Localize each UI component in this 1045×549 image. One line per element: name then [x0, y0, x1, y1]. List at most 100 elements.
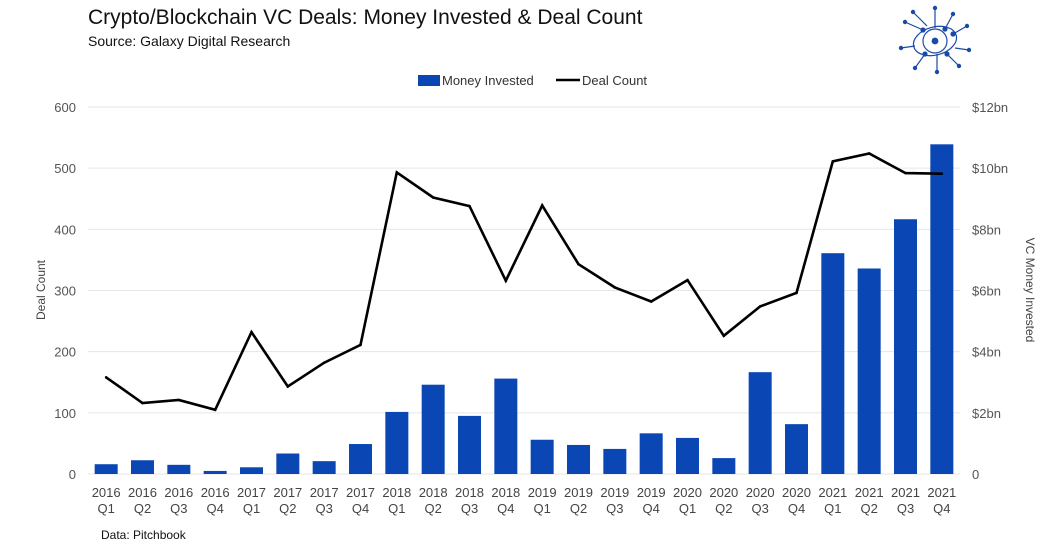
network-globe-logo-icon — [898, 5, 972, 75]
category-year-label: 2016 — [164, 485, 193, 500]
point-deal-count — [213, 408, 217, 412]
category-year-label: 2019 — [528, 485, 557, 500]
bar-money-invested[interactable] — [894, 219, 917, 474]
category-year-label: 2020 — [746, 485, 775, 500]
category-year-label: 2017 — [273, 485, 302, 500]
left-axis-ticks: 0 100 200 300 400 500 600 — [54, 100, 76, 482]
left-tick-label: 300 — [54, 284, 76, 299]
category-quarter-label: Q1 — [388, 501, 405, 516]
left-tick-label: 600 — [54, 100, 76, 115]
point-deal-count — [758, 305, 762, 308]
left-tick-label: 100 — [54, 406, 76, 421]
point-deal-count — [831, 160, 835, 163]
point-deal-count — [722, 334, 726, 338]
bar-money-invested[interactable] — [821, 253, 845, 474]
right-axis-title: VC Money Invested — [1023, 238, 1037, 343]
point-deal-count — [613, 286, 617, 289]
category-quarter-label: Q3 — [315, 501, 332, 516]
category-year-label: 2019 — [637, 485, 666, 500]
category-year-label: 2016 — [128, 485, 157, 500]
category-year-label: 2016 — [92, 485, 121, 500]
point-deal-count — [468, 204, 471, 208]
category-quarter-label: Q3 — [897, 501, 914, 516]
category-year-label: 2017 — [346, 485, 375, 500]
bar-money-invested[interactable] — [385, 411, 409, 474]
point-deal-count — [431, 196, 435, 199]
point-deal-count — [577, 262, 580, 266]
category-quarter-label: Q1 — [243, 501, 260, 516]
category-quarter-label: Q2 — [279, 501, 296, 516]
bar-money-invested[interactable] — [240, 467, 263, 474]
bar-money-invested[interactable] — [494, 378, 518, 474]
category-quarter-label: Q4 — [933, 501, 950, 516]
category-year-label: 2016 — [201, 485, 230, 500]
bar-money-invested[interactable] — [458, 415, 481, 474]
legend[interactable]: Money Invested Deal Count — [418, 73, 647, 88]
bar-money-invested[interactable] — [276, 453, 300, 474]
bar-money-invested[interactable] — [94, 464, 118, 474]
bar-money-invested[interactable] — [421, 384, 445, 474]
category-year-label: 2019 — [600, 485, 629, 500]
point-deal-count — [867, 152, 871, 155]
category-quarter-label: Q1 — [679, 501, 696, 516]
bar-money-invested[interactable] — [639, 433, 663, 474]
bar-money-invested[interactable] — [167, 464, 191, 474]
bar-money-invested[interactable] — [785, 424, 808, 474]
money-invested-bars — [94, 144, 954, 475]
right-tick-label: 0 — [972, 467, 979, 482]
category-quarter-label: Q1 — [97, 501, 114, 516]
bar-money-invested[interactable] — [603, 448, 627, 474]
point-deal-count — [795, 291, 798, 295]
category-quarter-label: Q4 — [497, 501, 514, 516]
category-year-label: 2017 — [310, 485, 339, 500]
bar-money-invested[interactable] — [748, 372, 772, 474]
category-quarter-label: Q3 — [606, 501, 623, 516]
point-deal-count — [104, 376, 108, 379]
left-tick-label: 500 — [54, 161, 76, 176]
bar-money-invested[interactable] — [930, 144, 954, 475]
left-axis-title: Deal Count — [34, 259, 48, 320]
right-tick-label: $6bn — [972, 284, 1001, 299]
category-year-label: 2021 — [891, 485, 920, 500]
right-tick-label: $12bn — [972, 100, 1008, 115]
category-year-label: 2018 — [455, 485, 484, 500]
point-deal-count — [286, 385, 290, 388]
chart-subtitle: Source: Galaxy Digital Research — [88, 33, 291, 49]
bar-money-invested[interactable] — [203, 470, 227, 474]
point-deal-count — [904, 171, 907, 175]
category-quarter-label: Q2 — [134, 501, 151, 516]
bar-money-invested[interactable] — [712, 458, 736, 474]
category-quarter-label: Q3 — [170, 501, 187, 516]
point-deal-count — [504, 279, 508, 283]
category-year-label: 2017 — [237, 485, 266, 500]
line-deal-count[interactable] — [105, 152, 942, 412]
right-tick-label: $8bn — [972, 222, 1001, 237]
category-year-label: 2020 — [673, 485, 702, 500]
point-deal-count — [940, 172, 944, 175]
point-deal-count — [177, 398, 181, 402]
bar-money-invested[interactable] — [567, 444, 590, 474]
bar-money-invested[interactable] — [857, 268, 881, 474]
bar-money-invested[interactable] — [530, 439, 554, 474]
category-quarter-label: Q1 — [533, 501, 550, 516]
bar-money-invested[interactable] — [349, 444, 372, 474]
legend-deal-count: Deal Count — [582, 73, 647, 88]
category-year-label: 2021 — [927, 485, 956, 500]
legend-money-invested: Money Invested — [442, 73, 534, 88]
point-deal-count — [540, 204, 544, 207]
category-year-label: 2020 — [709, 485, 738, 500]
point-deal-count — [649, 300, 653, 303]
chart-title: Crypto/Blockchain VC Deals: Money Invest… — [88, 6, 643, 29]
bar-money-invested[interactable] — [131, 460, 154, 474]
right-axis-ticks: 0 $2bn $4bn $6bn $8bn $10bn $12bn — [972, 100, 1008, 482]
category-quarter-label: Q2 — [570, 501, 587, 516]
category-quarter-label: Q3 — [751, 501, 768, 516]
bar-money-invested[interactable] — [312, 461, 336, 474]
legend-bar-swatch — [418, 75, 440, 86]
category-quarter-label: Q2 — [424, 501, 441, 516]
right-tick-label: $2bn — [972, 406, 1001, 421]
bar-money-invested[interactable] — [676, 437, 699, 474]
point-deal-count — [250, 330, 253, 334]
point-deal-count — [686, 278, 689, 282]
